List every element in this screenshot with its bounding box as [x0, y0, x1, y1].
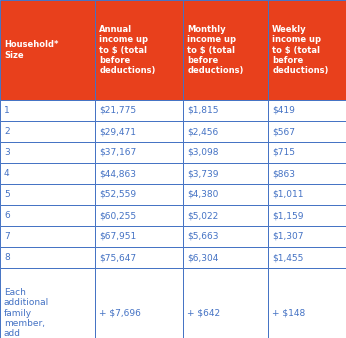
Text: + $642: + $642 [188, 309, 220, 317]
Text: Annual
income up
to $ (total
before
deductions): Annual income up to $ (total before dedu… [99, 25, 155, 75]
Bar [0, 0, 95, 100]
Text: $52,559: $52,559 [99, 190, 136, 199]
Text: + $148: + $148 [272, 309, 306, 317]
Text: $6,304: $6,304 [188, 253, 219, 262]
Bar [183, 142, 268, 163]
Bar [268, 0, 346, 100]
Bar [0, 142, 95, 163]
Text: $715: $715 [272, 148, 295, 157]
Bar [0, 163, 95, 184]
Text: 8: 8 [4, 253, 10, 262]
Text: Household*
Size: Household* Size [4, 41, 58, 59]
Text: $1,455: $1,455 [272, 253, 303, 262]
Bar [0, 247, 95, 268]
Text: + $7,696: + $7,696 [99, 309, 141, 317]
Bar [268, 226, 346, 247]
Text: $3,739: $3,739 [188, 169, 219, 178]
Text: $37,167: $37,167 [99, 148, 136, 157]
Text: 6: 6 [4, 211, 10, 220]
Text: $1,815: $1,815 [188, 106, 219, 115]
Bar [268, 268, 346, 338]
Bar [95, 184, 183, 205]
Bar [0, 184, 95, 205]
Bar [268, 142, 346, 163]
Text: $5,663: $5,663 [188, 232, 219, 241]
Text: $75,647: $75,647 [99, 253, 136, 262]
Text: $1,011: $1,011 [272, 190, 304, 199]
Bar [183, 247, 268, 268]
Bar [0, 268, 95, 338]
Text: $67,951: $67,951 [99, 232, 136, 241]
Bar [0, 205, 95, 226]
Bar [95, 142, 183, 163]
Text: $863: $863 [272, 169, 295, 178]
Text: $1,307: $1,307 [272, 232, 304, 241]
Text: Weekly
income up
to $ (total
before
deductions): Weekly income up to $ (total before dedu… [272, 25, 328, 75]
Text: $419: $419 [272, 106, 295, 115]
Text: 5: 5 [4, 190, 10, 199]
Bar [268, 205, 346, 226]
Text: $44,863: $44,863 [99, 169, 136, 178]
Text: $2,456: $2,456 [188, 127, 219, 136]
Bar [183, 226, 268, 247]
Bar [268, 247, 346, 268]
Bar [268, 100, 346, 121]
Bar [0, 121, 95, 142]
Text: $567: $567 [272, 127, 295, 136]
Text: 1: 1 [4, 106, 10, 115]
Text: $3,098: $3,098 [188, 148, 219, 157]
Text: Each
additional
family
member,
add: Each additional family member, add [4, 288, 49, 338]
Bar [95, 163, 183, 184]
Text: $60,255: $60,255 [99, 211, 136, 220]
Text: 7: 7 [4, 232, 10, 241]
Bar [95, 205, 183, 226]
Bar [183, 163, 268, 184]
Text: 3: 3 [4, 148, 10, 157]
Bar [95, 268, 183, 338]
Bar [95, 226, 183, 247]
Text: $1,159: $1,159 [272, 211, 304, 220]
Bar [183, 121, 268, 142]
Bar [183, 100, 268, 121]
Bar [268, 163, 346, 184]
Bar [183, 0, 268, 100]
Text: 2: 2 [4, 127, 10, 136]
Text: $21,775: $21,775 [99, 106, 136, 115]
Bar [95, 0, 183, 100]
Bar [268, 121, 346, 142]
Bar [183, 184, 268, 205]
Bar [95, 100, 183, 121]
Bar [95, 121, 183, 142]
Bar [0, 226, 95, 247]
Bar [183, 268, 268, 338]
Bar [183, 205, 268, 226]
Text: 4: 4 [4, 169, 10, 178]
Bar [268, 184, 346, 205]
Text: $4,380: $4,380 [188, 190, 219, 199]
Bar [0, 100, 95, 121]
Bar [95, 247, 183, 268]
Text: $29,471: $29,471 [99, 127, 136, 136]
Text: Monthly
income up
to $ (total
before
deductions): Monthly income up to $ (total before ded… [188, 25, 244, 75]
Text: $5,022: $5,022 [188, 211, 219, 220]
